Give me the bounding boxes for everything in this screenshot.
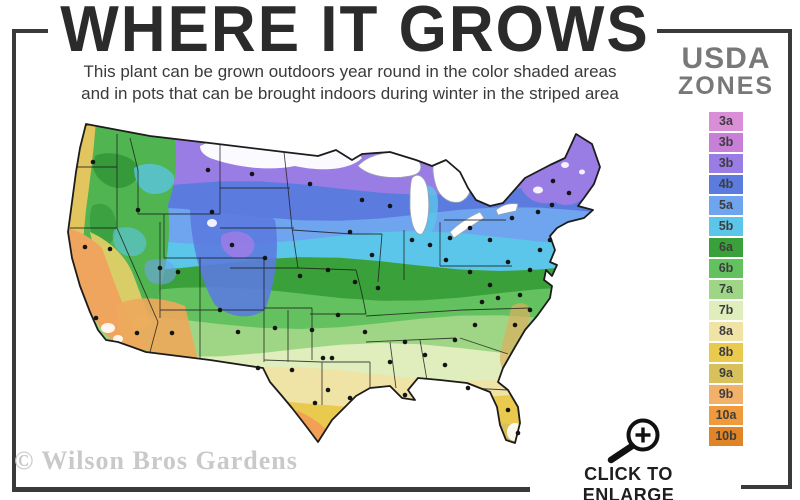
frame-left-bracket-top bbox=[12, 29, 48, 33]
usda-zone-map[interactable] bbox=[60, 110, 660, 470]
legend-zone-chip: 3a bbox=[709, 112, 743, 131]
us-outline bbox=[67, 123, 601, 444]
legend-title-usda: USDA bbox=[681, 42, 771, 75]
frame-bottom-line bbox=[12, 487, 530, 492]
legend-zone-chip: 9b bbox=[709, 385, 743, 404]
legend-zone-chip: 3b bbox=[709, 154, 743, 173]
legend-zone-chip: 10a bbox=[709, 406, 743, 425]
click-to-enlarge-label[interactable]: CLICK TO ENLARGE bbox=[582, 464, 675, 500]
legend-zone-chip: 5b bbox=[709, 217, 743, 236]
magnifier-plus-icon[interactable] bbox=[598, 408, 662, 464]
frame-bottom-right-segment bbox=[741, 485, 792, 489]
legend-zone-chip: 3b bbox=[709, 133, 743, 152]
subtitle-line-1: This plant can be grown outdoors year ro… bbox=[83, 62, 617, 81]
frame-right-vertical bbox=[788, 29, 792, 489]
usda-zone-map-svg bbox=[67, 123, 601, 444]
subtitle-line-2: and in pots that can be brought indoors … bbox=[81, 84, 619, 104]
frame-right-bracket-top bbox=[657, 29, 792, 33]
legend-title-zones: ZONES bbox=[677, 72, 775, 100]
legend-zone-chip: 7b bbox=[709, 301, 743, 320]
legend-zone-chip: 5a bbox=[709, 196, 743, 215]
legend-zone-chip: 8b bbox=[709, 343, 743, 362]
legend-zone-chip: 10b bbox=[709, 427, 743, 446]
frame-left-vertical bbox=[12, 29, 16, 491]
legend-zone-list: 3a 3b 3b 4b 5a 5b 6a 6b 7a 7b 8a 8b 9a 9b 10a 10b bbox=[660, 112, 792, 448]
legend-zone-chip: 9a bbox=[709, 364, 743, 383]
legend-zone-chip: 6b bbox=[709, 259, 743, 278]
watermark: © Wilson Bros Gardens bbox=[14, 446, 298, 475]
city-dots bbox=[82, 159, 572, 436]
legend-zone-chip: 7a bbox=[709, 280, 743, 299]
legend-zone-chip: 6a bbox=[709, 238, 743, 257]
page-title: WHERE IT GROWS bbox=[60, 0, 650, 66]
legend-zone-chip: 4b bbox=[709, 175, 743, 194]
page-subtitle: This plant can be grown outdoors year ro… bbox=[30, 61, 670, 106]
legend-zone-chip: 8a bbox=[709, 322, 743, 341]
